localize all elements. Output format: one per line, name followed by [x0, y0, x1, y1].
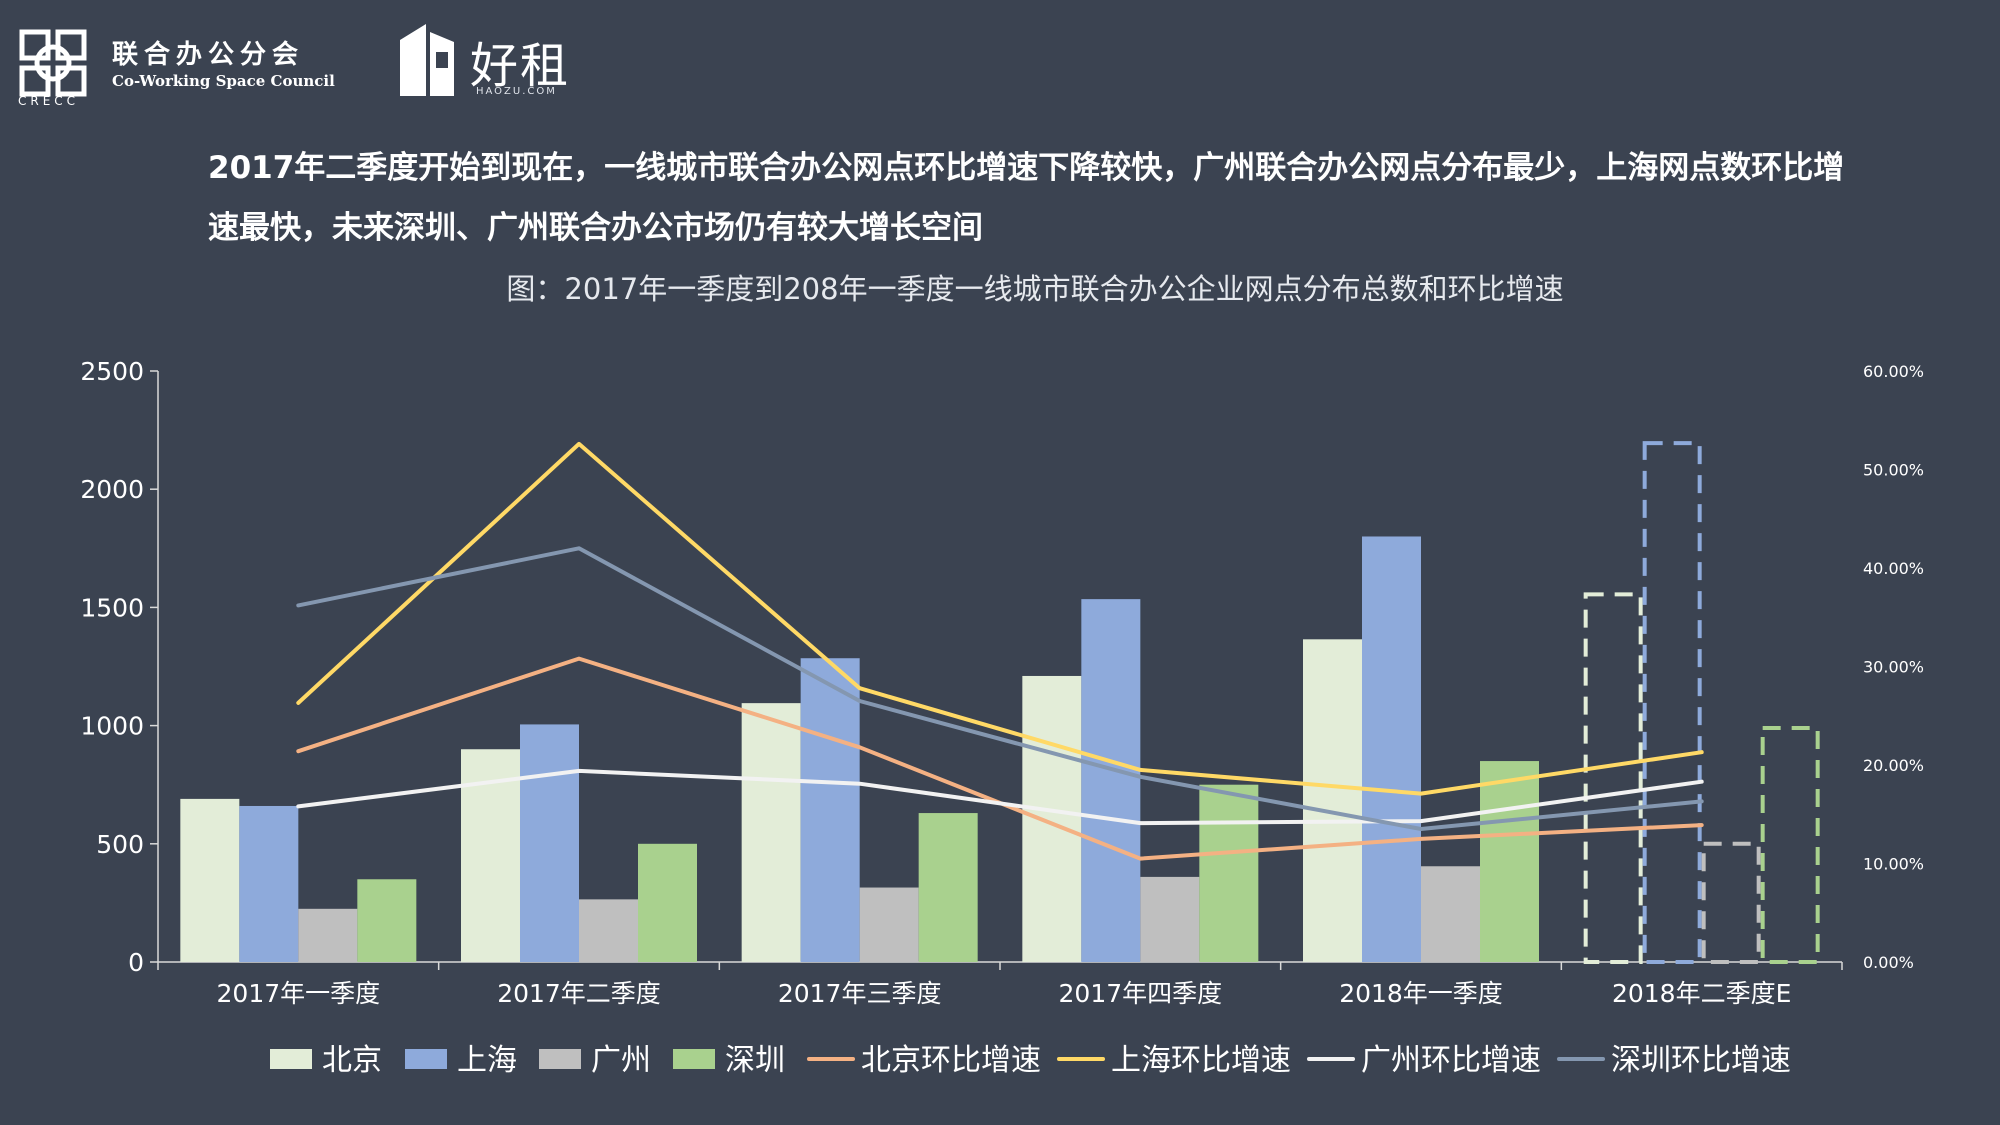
- legend-swatch: [270, 1049, 312, 1069]
- legend-label: 深圳: [725, 1043, 785, 1078]
- x-tick-label: 2017年四季度: [1059, 979, 1223, 1008]
- y-left-tick-label: 500: [96, 830, 144, 859]
- y-right-tick-label: 0.00%: [1863, 953, 1914, 972]
- bar: [1303, 639, 1362, 962]
- y-right-tick-label: 50.00%: [1863, 461, 1924, 480]
- bar: [638, 843, 697, 962]
- legend-swatch: [539, 1049, 581, 1069]
- council-name-en: Co-Working Space Council: [112, 72, 335, 90]
- chart-subtitle: 图：2017年一季度到208年一季度一线城市联合办公企业网点分布总数和环比增速: [506, 272, 1564, 306]
- haozu-building-icon: [400, 24, 454, 96]
- bar: [1081, 599, 1141, 962]
- bar: [579, 899, 638, 962]
- crecc-abbrev: CRECC: [18, 94, 80, 108]
- bar: [918, 813, 978, 962]
- bar-estimate: [1583, 592, 1643, 964]
- x-tick-label: 2017年二季度: [497, 979, 661, 1008]
- series-line: [296, 441, 1704, 796]
- series-line: [296, 768, 1704, 826]
- x-tick-label: 2018年一季度: [1339, 979, 1503, 1008]
- council-name-cn: 联合办公分会: [112, 40, 305, 70]
- y-right-tick-label: 30.00%: [1863, 658, 1924, 677]
- legend-label: 上海: [457, 1043, 517, 1078]
- bar: [1480, 761, 1539, 962]
- y-left-tick-label: 1500: [80, 593, 144, 622]
- bar: [1022, 675, 1082, 962]
- y-right-tick-label: 10.00%: [1863, 855, 1924, 874]
- bar: [1140, 876, 1200, 962]
- y-left-tick-label: 0: [128, 948, 144, 977]
- legend-label: 深圳环比增速: [1611, 1043, 1791, 1078]
- legend-swatch: [405, 1049, 447, 1069]
- y-right-tick-label: 20.00%: [1863, 756, 1924, 775]
- y-left-tick-label: 1000: [80, 712, 144, 741]
- y-right-tick-label: 60.00%: [1863, 362, 1924, 381]
- brand-header: CRECC 联合办公分会 Co-Working Space Council 好租…: [18, 24, 638, 108]
- y-left-tick-label: 2000: [80, 475, 144, 504]
- y-right-tick-label: 40.00%: [1863, 559, 1924, 578]
- combo-chart: 0 500 1000 1500 2000 2500 0.00% 10.00% 20.00% 30.…: [80, 357, 1924, 1078]
- legend-label: 北京环比增速: [861, 1043, 1041, 1078]
- bar: [1199, 784, 1259, 962]
- crecc-logo-icon: [19, 29, 87, 97]
- x-tick-label: 2017年一季度: [217, 979, 381, 1008]
- bar: [180, 798, 240, 962]
- legend-label: 广州环比增速: [1361, 1043, 1541, 1078]
- legend-swatch: [673, 1049, 715, 1069]
- haozu-name-cn: 好租: [470, 38, 571, 94]
- headline: 2017年二季度开始到现在，一线城市联合办公网点环比增速下降较快，广州联合办公网…: [208, 150, 1845, 246]
- x-tick-label: 2018年二季度E: [1612, 979, 1791, 1008]
- y-left-tick-label: 2500: [80, 357, 144, 386]
- bar: [298, 908, 358, 962]
- legend-label: 广州: [591, 1043, 651, 1078]
- bar: [357, 879, 417, 962]
- bar: [1362, 536, 1421, 962]
- bar-estimate: [1701, 841, 1761, 964]
- bar: [520, 724, 579, 962]
- bar: [239, 805, 299, 962]
- legend-label: 北京: [322, 1043, 382, 1078]
- series-line: [296, 546, 1704, 831]
- bar: [1421, 866, 1480, 962]
- haozu-name-en: HAOZU.COM: [476, 86, 557, 97]
- bar: [800, 658, 860, 962]
- bar: [741, 703, 801, 962]
- bar: [859, 887, 919, 962]
- bar-estimate: [1642, 441, 1702, 965]
- x-tick-label: 2017年三季度: [778, 979, 942, 1008]
- bar-estimate: [1760, 725, 1820, 964]
- legend-label: 上海环比增速: [1111, 1043, 1291, 1078]
